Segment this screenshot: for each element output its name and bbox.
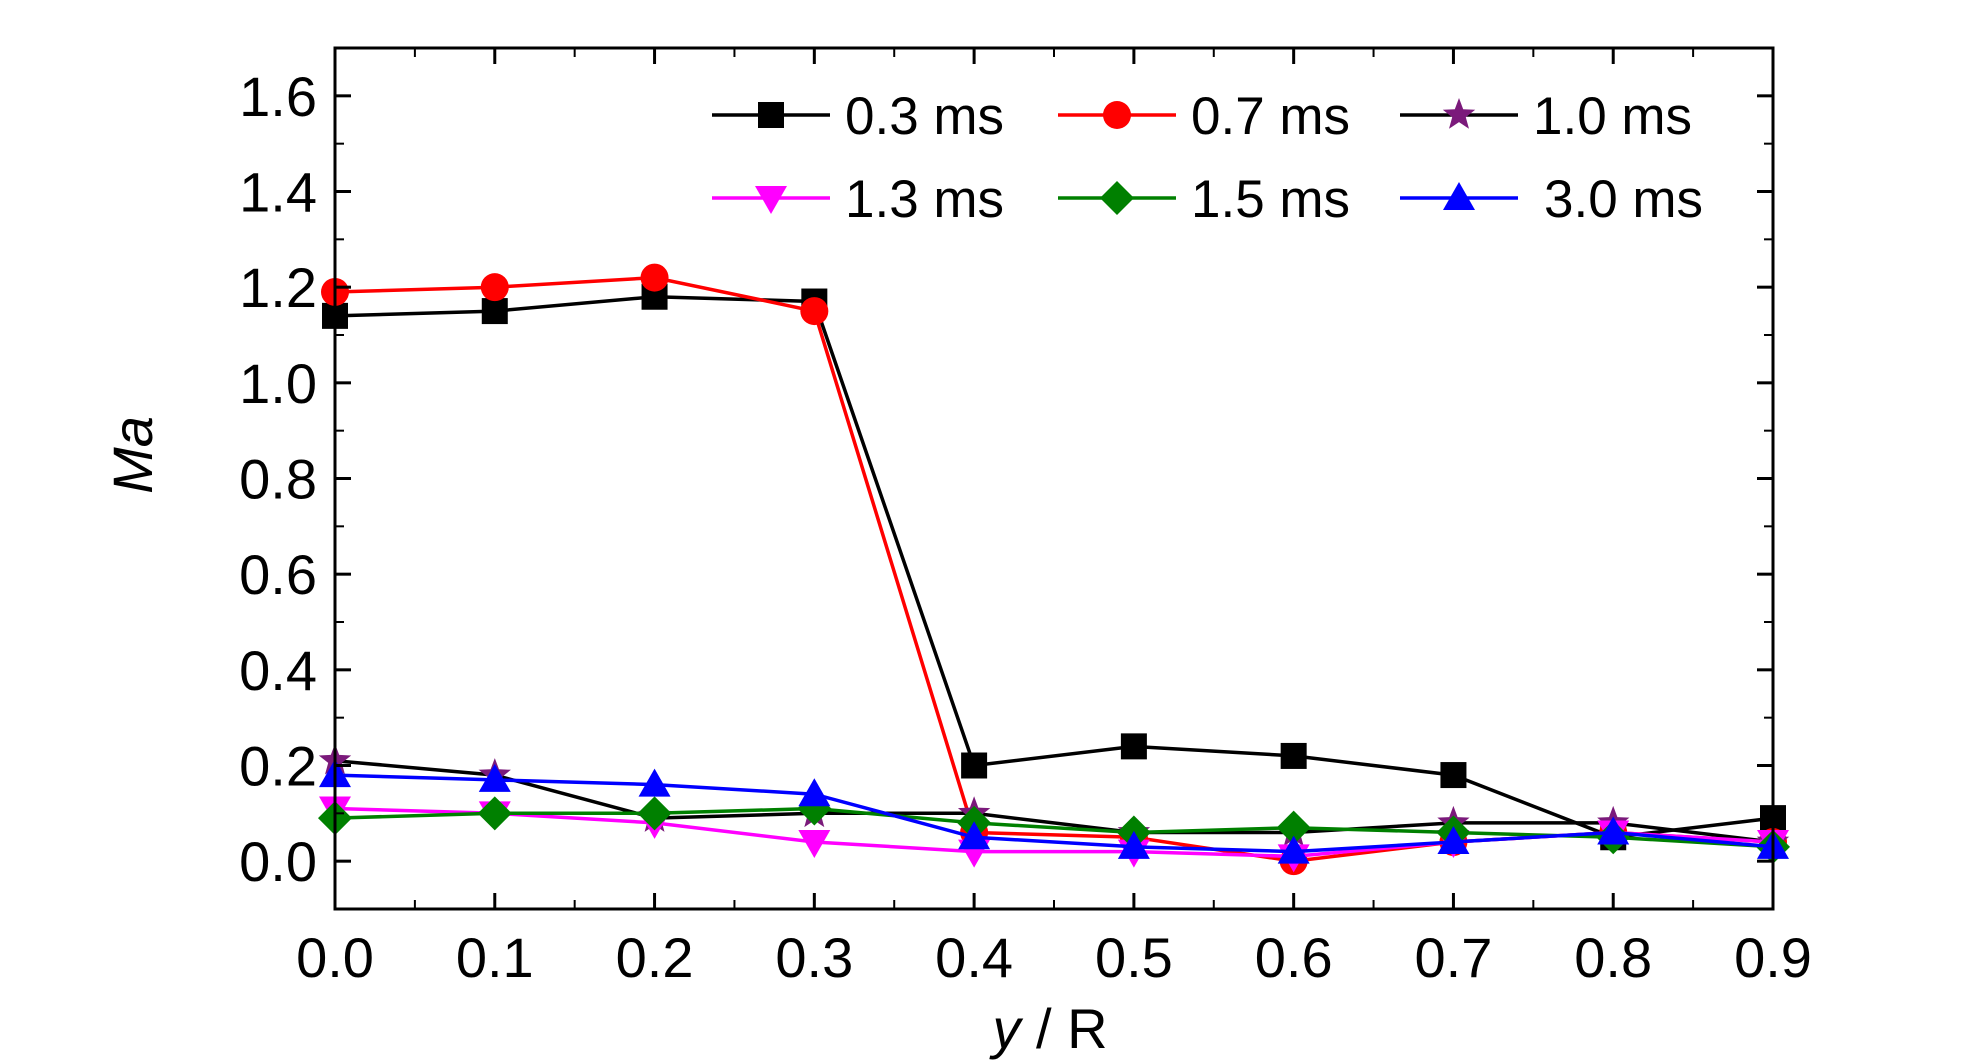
y-tick-label: 0.6 — [239, 543, 317, 606]
x-tick-label: 0.5 — [1095, 926, 1173, 989]
data-point — [1276, 810, 1311, 845]
legend-marker — [1103, 101, 1131, 129]
legend-marker — [755, 186, 787, 214]
series-line — [334, 275, 1774, 863]
data-point — [798, 778, 831, 807]
legend-item: 1.0 ms — [1400, 87, 1692, 146]
series-line — [334, 773, 1774, 854]
x-tick-label: 0.0 — [296, 926, 374, 989]
y-tick-label: 1.6 — [239, 65, 317, 128]
data-point — [478, 763, 511, 792]
data-point — [800, 297, 829, 326]
x-tick-label: 0.4 — [935, 926, 1013, 989]
y-tick-label: 1.0 — [239, 352, 317, 415]
legend-label: 1.3 ms — [845, 170, 1004, 229]
legend-item: 3.0 ms — [1400, 170, 1703, 229]
series-layer — [318, 263, 1790, 876]
x-axis-title-rest: / R — [1020, 997, 1107, 1060]
x-tick-label: 0.7 — [1415, 926, 1493, 989]
y-tick-label: 0.4 — [239, 639, 317, 702]
axes-layer: 0.0 0.2 0.4 0.6 0.8 1.0 1.2 1.4 1.6 0.0 0.1 0.2 0.3 0… — [239, 46, 1812, 989]
y-tick-label: 1.4 — [239, 161, 317, 224]
x-tick-label: 0.1 — [456, 926, 534, 989]
legend-marker — [1442, 98, 1476, 129]
legend-label: 3.0 ms — [1544, 170, 1703, 229]
x-tick-label: 0.2 — [616, 926, 694, 989]
data-point — [640, 263, 669, 292]
y-axis-title: Ma — [101, 416, 164, 494]
data-point — [1120, 733, 1147, 760]
data-point — [958, 821, 991, 850]
data-point — [1437, 826, 1470, 855]
series-0 — [322, 283, 1786, 851]
x-tick-label: 0.3 — [775, 926, 853, 989]
legend-label: 1.5 ms — [1191, 170, 1350, 229]
data-point — [1117, 830, 1150, 859]
legend-marker — [758, 102, 784, 128]
legend-item: 0.3 ms — [712, 87, 1004, 146]
data-point — [798, 830, 831, 859]
data-point — [1277, 835, 1310, 864]
data-point — [481, 298, 508, 325]
data-point — [637, 796, 672, 831]
legend: 0.3 ms 0.7 ms 1.0 ms 1.3 ms 1.5 ms 3.0 ms — [712, 87, 1703, 229]
series-line — [334, 294, 1774, 840]
data-point — [1440, 762, 1467, 789]
data-point — [961, 752, 988, 779]
x-tick-label: 0.6 — [1255, 926, 1333, 989]
legend-item: 1.3 ms — [712, 170, 1004, 229]
legend-label: 0.3 ms — [845, 87, 1004, 146]
y-tick-label: 0.8 — [239, 448, 317, 511]
legend-label: 1.0 ms — [1533, 87, 1692, 146]
series-line — [334, 806, 1774, 849]
data-point — [480, 273, 509, 302]
data-point — [1280, 742, 1307, 769]
y-tick-label: 1.2 — [239, 256, 317, 319]
y-tick-label: 0.0 — [239, 830, 317, 893]
data-point — [638, 768, 671, 797]
x-tick-label: 0.9 — [1734, 926, 1812, 989]
series-2 — [318, 743, 1790, 856]
x-axis-title-var: y — [988, 997, 1023, 1060]
legend-item: 1.5 ms — [1058, 170, 1350, 229]
legend-item: 0.7 ms — [1058, 87, 1350, 146]
x-axis-title: y / R — [988, 997, 1107, 1060]
legend-marker — [1100, 181, 1134, 215]
x-tick-label: 0.8 — [1574, 926, 1652, 989]
data-point — [1597, 816, 1630, 845]
legend-label: 0.7 ms — [1191, 87, 1350, 146]
data-point — [477, 796, 512, 831]
series-1 — [321, 263, 1787, 876]
series-line — [334, 758, 1774, 844]
legend-marker — [1443, 182, 1475, 210]
y-tick-label: 0.2 — [239, 735, 317, 798]
series-5 — [319, 759, 1789, 864]
